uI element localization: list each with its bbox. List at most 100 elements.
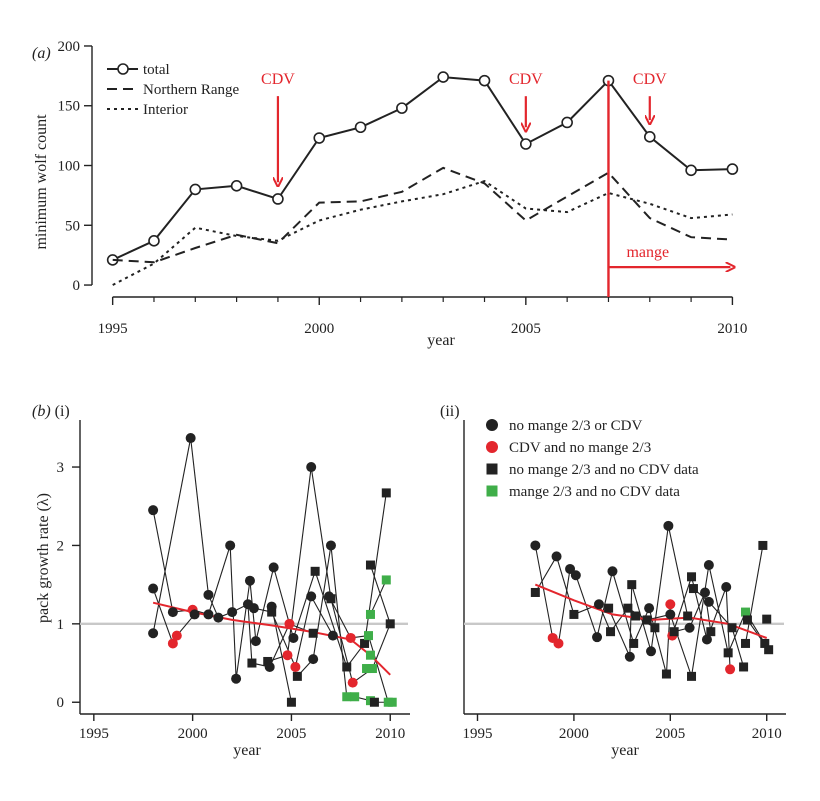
data-point-circle <box>663 520 674 531</box>
data-point-circle <box>592 632 603 643</box>
y-tick-label: 3 <box>57 460 65 476</box>
data-point-circle <box>282 650 293 661</box>
pack-connector <box>371 623 391 669</box>
pack-connector <box>671 576 693 636</box>
data-point-square <box>727 623 737 633</box>
total-point <box>396 102 408 114</box>
pack-connector <box>689 592 706 628</box>
data-point-square <box>369 697 379 707</box>
panel-b-ii-x-axis-label: year <box>611 742 639 759</box>
data-point-circle <box>593 599 604 610</box>
y-tick-label: 0 <box>57 695 65 711</box>
data-point-circle <box>684 622 695 633</box>
data-point-square <box>739 662 749 672</box>
legend-marker <box>117 63 129 75</box>
data-point-square <box>760 638 770 648</box>
data-point-circle <box>148 505 159 516</box>
data-point-circle <box>213 612 224 623</box>
legend-label: total <box>143 62 170 78</box>
data-point-square <box>569 609 579 619</box>
data-point-circle <box>203 589 214 600</box>
y-tick-label: 150 <box>58 99 81 115</box>
data-point-circle <box>264 661 275 672</box>
data-point-square <box>364 631 374 641</box>
data-point-square <box>387 697 397 707</box>
legend-label: CDV and no mange 2/3 <box>509 440 651 456</box>
data-point-square <box>247 658 257 668</box>
pack-connector <box>330 545 348 697</box>
panel-b-ii-axes: 1995 2000 2005 2010 <box>462 420 786 742</box>
legend-label: Northern Range <box>143 82 240 98</box>
total-point <box>561 116 573 129</box>
total-point <box>354 121 367 134</box>
data-point-square <box>530 587 540 597</box>
x-tick-label: 2010 <box>717 321 747 337</box>
data-point-square <box>661 669 671 679</box>
panel-b-i-y-axis-label: pack growth rate (λ) <box>35 493 52 623</box>
data-point-square <box>631 611 641 621</box>
pack-connector <box>744 545 764 644</box>
data-point-square <box>308 628 318 638</box>
total-point <box>189 183 202 196</box>
data-point-circle <box>565 563 576 574</box>
data-point-circle <box>646 646 657 657</box>
pack-connector <box>207 545 231 615</box>
panel-b-ii-growth-rate-chart: (ii) year 1995 2000 2005 2010 no mange 2/3 … <box>440 403 786 759</box>
data-point-circle <box>225 540 236 551</box>
panel-a-axes: 0 50 100 150 200 1995 2000 2005 2010 <box>58 39 748 337</box>
pack-connector <box>294 596 312 668</box>
panel-a-y-axis-label: minimum wolf count <box>33 114 50 250</box>
panel-a-series <box>106 71 739 286</box>
legend-marker-square <box>486 463 498 475</box>
data-point-circle <box>700 587 711 598</box>
data-point-circle <box>553 638 564 649</box>
x-tick-label: 2005 <box>276 726 306 742</box>
series-line-total <box>112 76 733 261</box>
total-point <box>148 235 160 247</box>
x-tick-label: 2005 <box>511 321 541 337</box>
data-point-square <box>604 603 614 613</box>
panel-b-ii-legend: no mange 2/3 or CDV CDV and no mange 2/3 n… <box>486 418 699 500</box>
data-point-circle <box>244 575 255 586</box>
cdv-annotation-label: CDV <box>261 71 295 88</box>
data-point-square <box>650 623 660 633</box>
data-point-square <box>741 607 751 617</box>
data-point-circle <box>607 566 618 577</box>
pack-connector <box>247 604 253 664</box>
data-point-circle <box>725 664 736 675</box>
data-point-circle <box>231 673 242 684</box>
pack-connector <box>690 564 710 677</box>
data-point-square <box>381 575 391 585</box>
data-point-square <box>365 560 375 570</box>
panel-b-i-points <box>148 433 397 707</box>
data-point-square <box>623 603 633 613</box>
pack-connector <box>369 579 387 615</box>
data-point-square <box>669 627 679 637</box>
data-point-circle <box>167 638 178 649</box>
y-tick-label: 2 <box>57 538 65 554</box>
pack-connector <box>575 575 598 638</box>
pack-connector <box>369 564 391 625</box>
data-point-circle <box>203 609 214 620</box>
data-point-square <box>365 650 375 660</box>
pack-connector <box>310 596 334 636</box>
pack-connector <box>650 525 669 652</box>
pack-connector <box>731 627 745 668</box>
y-tick-label: 200 <box>58 39 81 55</box>
data-point-square <box>263 656 273 666</box>
data-point-circle <box>171 630 182 641</box>
data-point-circle <box>148 583 159 594</box>
y-tick-label: 100 <box>58 159 81 175</box>
pack-connector <box>190 437 209 595</box>
pack-connector <box>667 525 689 617</box>
data-point-square <box>342 662 352 672</box>
data-point-circle <box>268 562 279 573</box>
pack-connector <box>727 611 747 654</box>
total-point <box>478 74 491 87</box>
data-point-square <box>762 614 772 624</box>
x-tick-label: 2000 <box>178 726 208 742</box>
data-point-square <box>687 671 697 681</box>
data-point-circle <box>530 540 541 551</box>
data-point-circle <box>306 591 317 602</box>
